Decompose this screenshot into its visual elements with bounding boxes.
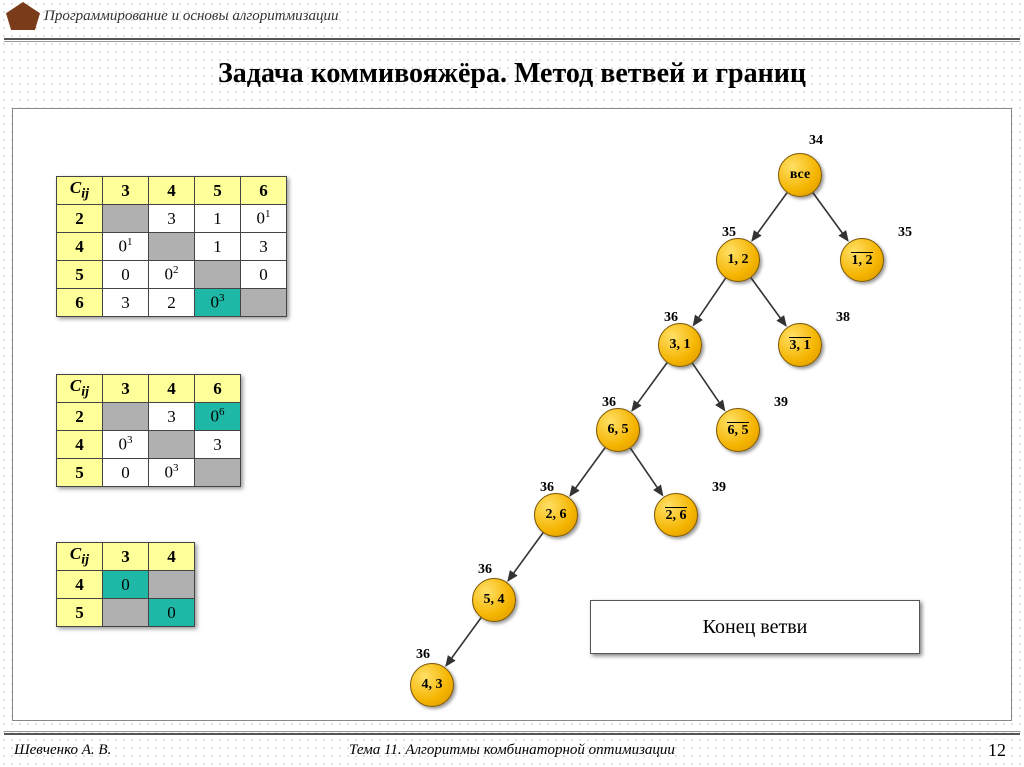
node-value-n31: 36 [664,310,678,326]
node-value-n65: 36 [602,395,616,411]
cost-table-t2: Cij346230640335003 [56,374,241,487]
col-header: 6 [241,177,287,205]
node-value-n12: 35 [722,225,736,241]
cell [195,261,241,289]
node-value-n43: 36 [416,647,430,663]
node-value-n26b: 39 [712,480,726,496]
cell: 0 [103,261,149,289]
col-header: 4 [149,177,195,205]
cell: 0 [103,571,149,599]
cell [149,233,195,261]
cost-table-t1: Cij345623101401135002063203 [56,176,287,317]
node-value-n65b: 39 [774,395,788,411]
row-header: 4 [57,431,103,459]
col-header: 4 [149,375,195,403]
col-header: 3 [103,177,149,205]
row-header: 5 [57,459,103,487]
cell: 1 [195,205,241,233]
cell: 0 [103,459,149,487]
col-header: 4 [149,543,195,571]
col-header: 5 [195,177,241,205]
cell: 0 [241,261,287,289]
cij-header: Cij [57,177,103,205]
node-value-n12b: 35 [898,225,912,241]
cell: 3 [241,233,287,261]
col-header: 3 [103,375,149,403]
cell [149,571,195,599]
cost-table-t3: Cij344050 [56,542,195,627]
cell: 02 [149,261,195,289]
cij-header: Cij [57,543,103,571]
node-value-n31b: 38 [836,310,850,326]
col-header: 6 [195,375,241,403]
cell: 1 [195,233,241,261]
cell: 01 [241,205,287,233]
cell [103,599,149,627]
node-value-root: 34 [809,133,823,149]
cell [149,431,195,459]
row-header: 5 [57,599,103,627]
cell: 03 [195,289,241,317]
cij-header: Cij [57,375,103,403]
cell: 03 [149,459,195,487]
cell: 01 [103,233,149,261]
cell: 3 [149,403,195,431]
row-header: 6 [57,289,103,317]
branch-end-label: Конец ветви [703,616,808,639]
cell: 2 [149,289,195,317]
col-header: 3 [103,543,149,571]
cell: 03 [103,431,149,459]
cell: 3 [103,289,149,317]
row-header: 5 [57,261,103,289]
row-header: 2 [57,205,103,233]
cell [103,403,149,431]
cell [241,289,287,317]
row-header: 4 [57,571,103,599]
cell [195,459,241,487]
node-value-n26: 36 [540,480,554,496]
branch-end-box: Конец ветви [590,600,920,654]
row-header: 2 [57,403,103,431]
cell: 0 [149,599,195,627]
cell: 3 [149,205,195,233]
row-header: 4 [57,233,103,261]
node-value-n54: 36 [478,562,492,578]
cell: 3 [195,431,241,459]
cell [103,205,149,233]
cell: 06 [195,403,241,431]
